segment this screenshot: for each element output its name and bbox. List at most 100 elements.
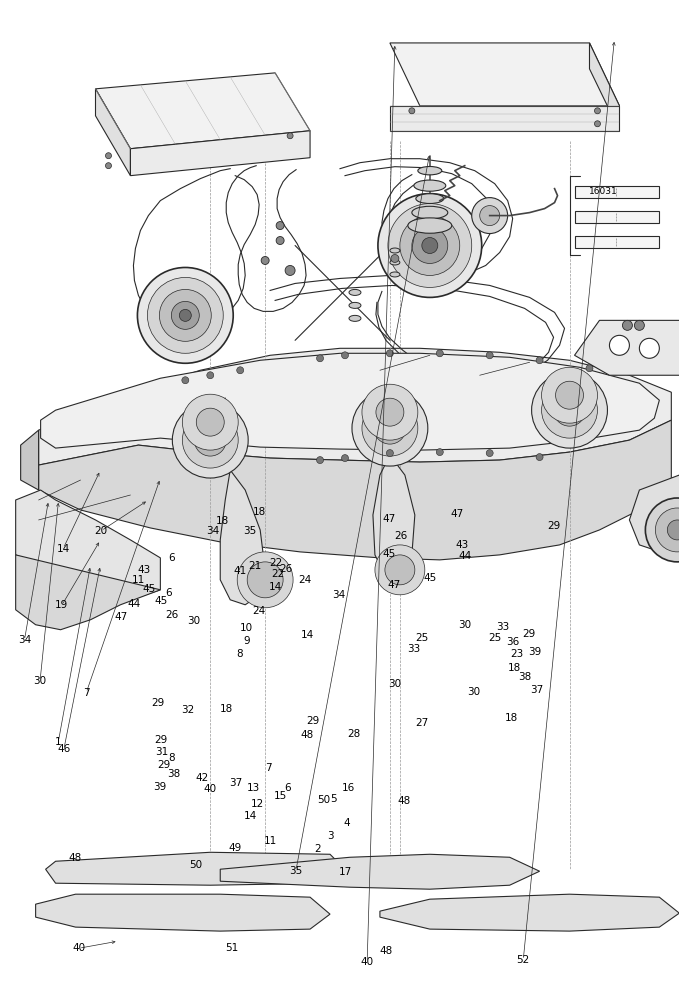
Text: 8: 8 xyxy=(169,753,175,763)
Text: 30: 30 xyxy=(458,621,471,630)
Circle shape xyxy=(341,454,348,461)
Text: 46: 46 xyxy=(57,744,71,755)
Text: 14: 14 xyxy=(244,811,257,821)
Text: 45: 45 xyxy=(155,597,168,607)
Text: 7: 7 xyxy=(83,688,90,698)
Circle shape xyxy=(472,197,508,233)
Text: 30: 30 xyxy=(467,687,480,697)
Circle shape xyxy=(148,278,223,354)
Polygon shape xyxy=(16,555,160,629)
Circle shape xyxy=(645,498,680,562)
Text: 30: 30 xyxy=(388,679,401,689)
Circle shape xyxy=(391,255,399,263)
Circle shape xyxy=(285,266,295,276)
Polygon shape xyxy=(390,43,619,106)
Circle shape xyxy=(486,449,493,456)
Text: 40: 40 xyxy=(360,957,374,967)
Text: 15: 15 xyxy=(273,791,287,801)
Text: 14: 14 xyxy=(269,583,282,593)
Ellipse shape xyxy=(390,260,400,265)
Text: 37: 37 xyxy=(230,778,243,788)
Text: 43: 43 xyxy=(456,540,469,550)
Text: 29: 29 xyxy=(154,734,167,745)
Ellipse shape xyxy=(408,218,452,233)
Polygon shape xyxy=(220,470,265,605)
Text: 36: 36 xyxy=(506,637,519,647)
Polygon shape xyxy=(39,420,671,560)
Ellipse shape xyxy=(349,303,361,309)
Text: 18: 18 xyxy=(220,704,233,714)
Text: 29: 29 xyxy=(522,629,535,639)
Text: 47: 47 xyxy=(114,613,127,622)
Circle shape xyxy=(554,394,585,426)
Circle shape xyxy=(409,108,415,114)
Text: 7: 7 xyxy=(265,763,272,773)
Circle shape xyxy=(594,108,600,114)
Text: 26: 26 xyxy=(165,611,178,621)
Circle shape xyxy=(386,350,394,357)
Circle shape xyxy=(386,449,394,456)
Circle shape xyxy=(388,203,472,288)
Polygon shape xyxy=(95,73,310,148)
Polygon shape xyxy=(220,855,540,889)
Circle shape xyxy=(362,384,418,440)
Circle shape xyxy=(374,412,406,444)
Text: 3: 3 xyxy=(327,831,334,841)
Circle shape xyxy=(137,268,233,364)
Text: 6: 6 xyxy=(169,553,175,563)
Circle shape xyxy=(352,390,428,466)
Text: 6: 6 xyxy=(166,589,172,599)
Text: 44: 44 xyxy=(458,551,471,561)
Polygon shape xyxy=(20,430,39,490)
Polygon shape xyxy=(380,894,679,931)
Text: 30: 30 xyxy=(33,676,47,686)
Text: 41: 41 xyxy=(233,566,246,576)
Text: 23: 23 xyxy=(510,649,523,659)
Circle shape xyxy=(378,193,481,298)
Circle shape xyxy=(383,421,397,435)
Text: 51: 51 xyxy=(225,943,238,953)
Text: 48: 48 xyxy=(69,853,82,863)
Polygon shape xyxy=(630,475,680,555)
Circle shape xyxy=(237,367,243,374)
Circle shape xyxy=(194,424,226,456)
Circle shape xyxy=(237,552,293,608)
Circle shape xyxy=(656,508,680,552)
Polygon shape xyxy=(590,43,619,130)
Text: 34: 34 xyxy=(206,526,219,536)
Circle shape xyxy=(536,357,543,364)
Circle shape xyxy=(105,162,112,168)
Text: 45: 45 xyxy=(382,549,396,559)
Circle shape xyxy=(385,555,415,585)
Text: 45: 45 xyxy=(142,585,155,595)
Ellipse shape xyxy=(390,272,400,277)
Circle shape xyxy=(182,376,189,383)
Text: 20: 20 xyxy=(95,526,107,536)
Text: 31: 31 xyxy=(155,747,168,757)
Text: 38: 38 xyxy=(167,769,180,779)
Text: 33: 33 xyxy=(496,622,509,632)
Ellipse shape xyxy=(349,290,361,296)
Ellipse shape xyxy=(418,166,442,175)
Text: 4: 4 xyxy=(343,818,350,828)
Text: 26: 26 xyxy=(394,531,408,541)
Text: 24: 24 xyxy=(298,575,311,585)
Circle shape xyxy=(203,433,217,447)
Text: 2: 2 xyxy=(314,844,321,854)
Ellipse shape xyxy=(414,180,446,191)
Circle shape xyxy=(172,402,248,478)
Circle shape xyxy=(412,227,447,264)
Text: 17: 17 xyxy=(339,867,352,876)
Text: 18: 18 xyxy=(508,663,521,673)
Text: 35: 35 xyxy=(243,526,256,536)
Polygon shape xyxy=(95,89,131,175)
Text: 6: 6 xyxy=(284,783,290,793)
Text: 44: 44 xyxy=(128,600,141,610)
Circle shape xyxy=(400,215,460,276)
Text: 34: 34 xyxy=(332,591,345,601)
Text: 50: 50 xyxy=(189,860,202,870)
Ellipse shape xyxy=(349,316,361,322)
Text: 38: 38 xyxy=(519,672,532,682)
Polygon shape xyxy=(39,349,671,465)
Text: 29: 29 xyxy=(157,760,170,770)
